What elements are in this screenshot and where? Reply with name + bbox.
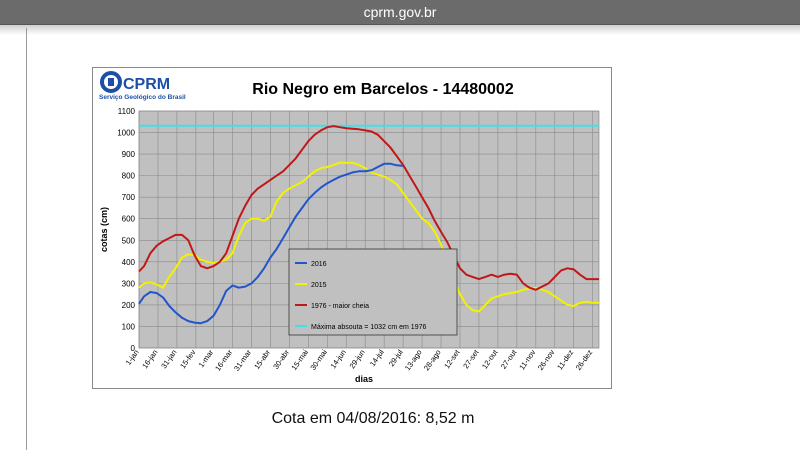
chart-title: Rio Negro em Barcelos - 14480002	[252, 81, 514, 98]
x-tick-label: 26-dez	[574, 348, 595, 372]
y-tick-label: 300	[122, 279, 136, 288]
toolbar-shadow	[0, 25, 800, 35]
x-tick-label: 30-mai	[308, 348, 329, 372]
x-axis: 1-jan 16-jan 31-jan 15-fev 1-mar16-mar31-mar…	[124, 347, 595, 372]
x-tick-label: 1-mar	[197, 348, 216, 370]
x-tick-label: 26-nov	[536, 348, 557, 372]
chart-figure: CPRM Serviço Geológico do Brasil Rio Neg…	[92, 67, 612, 389]
x-tick-label: 27-set	[461, 347, 481, 370]
url-text[interactable]: cprm.gov.br	[363, 4, 437, 20]
x-tick-label: 31-jan	[159, 348, 178, 370]
x-axis-label: dias	[355, 374, 373, 384]
x-tick-label: 11-nov	[517, 348, 537, 372]
legend: 2016 2015 1976 - maior cheia Máxima absouta…	[288, 248, 458, 336]
chart-svg: CPRM Serviço Geológico do Brasil Rio Neg…	[99, 71, 600, 384]
cprm-logo: CPRM Serviço Geológico do Brasil	[99, 71, 186, 101]
x-tick-label: 16-jan	[140, 348, 159, 370]
x-tick-label: 27-out	[499, 347, 519, 370]
cprm-logo-name: CPRM	[123, 76, 170, 93]
y-tick-label: 1100	[118, 107, 136, 116]
x-tick-label: 31-mar	[232, 348, 253, 373]
series-line-1	[138, 162, 404, 325]
x-tick-label: 30-abr	[271, 348, 291, 371]
legend-label: 2016	[311, 261, 327, 268]
y-tick-label: 1000	[117, 129, 135, 138]
y-tick-label: 400	[122, 258, 136, 267]
x-tick-label: 14-jul	[368, 348, 386, 368]
page-left-rule	[26, 28, 27, 450]
browser-address-bar[interactable]: cprm.gov.br	[0, 0, 800, 25]
x-tick-label: 29-jul	[387, 348, 405, 368]
x-tick-label: 29-jun	[348, 348, 367, 370]
x-tick-label: 14-jun	[329, 348, 348, 370]
x-tick-label: 13-ago	[403, 348, 424, 372]
legend-label: 2015	[311, 282, 327, 289]
x-tick-label: 11-dez	[555, 348, 575, 372]
stage-caption: Cota em 04/08/2016: 8,52 m	[271, 410, 475, 427]
y-axis-label: cotas (cm)	[99, 207, 109, 252]
x-tick-label: 15-abr	[252, 348, 272, 371]
y-tick-label: 700	[122, 193, 136, 202]
x-tick-label: 1-jan	[124, 348, 141, 367]
y-tick-label: 900	[122, 150, 136, 159]
legend-label: Máxima absouta = 1032 cm em 1976	[311, 324, 426, 331]
series-line-3	[138, 125, 599, 291]
series-lines	[138, 124, 599, 325]
y-tick-label: 100	[122, 322, 136, 331]
cprm-logo-subtitle: Serviço Geológico do Brasil	[99, 94, 186, 101]
y-tick-label: 800	[122, 172, 136, 181]
y-tick-label: 500	[122, 236, 136, 245]
y-tick-label: 200	[122, 301, 136, 310]
x-tick-label: 15-fev	[178, 348, 197, 370]
grid-lines	[138, 110, 599, 349]
legend-box	[288, 248, 458, 336]
y-axis: 0 100 200 300 400 500 600 700 800 900 1000 1100	[117, 107, 135, 353]
x-tick-label: 12-set	[442, 347, 462, 370]
x-tick-label: 16-mar	[213, 348, 234, 373]
cprm-logo-mark-center	[108, 78, 114, 86]
x-tick-label: 28-ago	[422, 348, 443, 372]
x-tick-label: 15-mai	[289, 348, 310, 372]
y-tick-label: 600	[122, 215, 136, 224]
cprm-logo-mark	[100, 71, 122, 93]
legend-label: 1976 - maior cheia	[311, 303, 369, 310]
x-tick-label: 12-out	[480, 347, 500, 370]
y-tick-label: 0	[131, 344, 136, 353]
